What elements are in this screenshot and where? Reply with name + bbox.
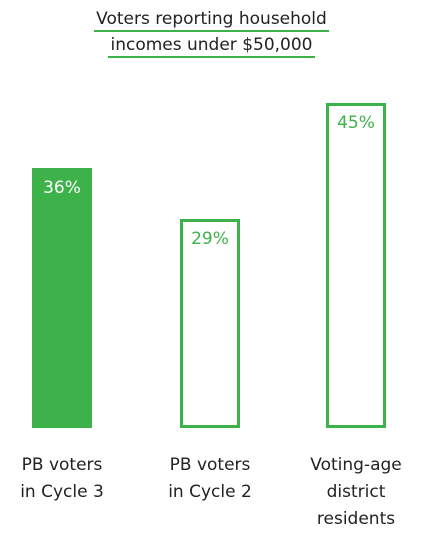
bar-3: 45% (326, 103, 386, 428)
bar-2: 29% (180, 218, 240, 428)
category-label-line: in Cycle 2 (168, 482, 252, 502)
category-label-3: Voting-age district residents (291, 452, 421, 533)
category-label-line: residents (316, 509, 396, 529)
bar-1: 36% (32, 168, 92, 428)
chart-title-line-2: incomes under $50,000 (0, 34, 423, 58)
chart-title-text-1: Voters reporting household (94, 8, 329, 32)
chart-title-text-2: incomes under $50,000 (108, 34, 315, 58)
chart-title-line-1: Voters reporting household (0, 8, 423, 32)
category-label-1: PB voters in Cycle 3 (0, 452, 127, 506)
category-label-line: Voting-age (310, 455, 402, 475)
category-label-line: PB voters (21, 455, 103, 475)
category-label-line: district (326, 482, 386, 502)
category-label-line: PB voters (169, 455, 251, 475)
bar-value-label-2: 29% (191, 228, 229, 249)
category-label-2: PB voters in Cycle 2 (145, 452, 275, 506)
bar-value-label-3: 45% (337, 113, 375, 133)
bar-value-label-1: 36% (43, 178, 81, 198)
category-label-line: in Cycle 3 (20, 482, 104, 502)
